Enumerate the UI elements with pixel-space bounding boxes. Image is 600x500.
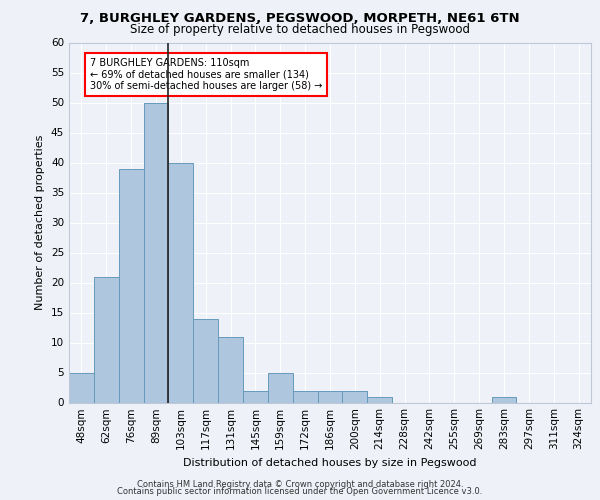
Bar xyxy=(343,390,367,402)
Bar xyxy=(169,162,193,402)
Bar xyxy=(94,276,119,402)
Bar xyxy=(119,168,143,402)
Bar xyxy=(367,396,392,402)
Bar xyxy=(268,372,293,402)
Y-axis label: Number of detached properties: Number of detached properties xyxy=(35,135,46,310)
Bar xyxy=(317,390,343,402)
Bar xyxy=(243,390,268,402)
Text: Contains HM Land Registry data © Crown copyright and database right 2024.: Contains HM Land Registry data © Crown c… xyxy=(137,480,463,489)
Bar xyxy=(491,396,517,402)
Bar xyxy=(218,336,243,402)
Text: 7, BURGHLEY GARDENS, PEGSWOOD, MORPETH, NE61 6TN: 7, BURGHLEY GARDENS, PEGSWOOD, MORPETH, … xyxy=(80,12,520,24)
Text: Size of property relative to detached houses in Pegswood: Size of property relative to detached ho… xyxy=(130,22,470,36)
Text: Contains public sector information licensed under the Open Government Licence v3: Contains public sector information licen… xyxy=(118,487,482,496)
Bar xyxy=(193,318,218,402)
Bar xyxy=(293,390,317,402)
Text: 7 BURGHLEY GARDENS: 110sqm
← 69% of detached houses are smaller (134)
30% of sem: 7 BURGHLEY GARDENS: 110sqm ← 69% of deta… xyxy=(90,58,323,90)
Bar xyxy=(69,372,94,402)
Bar xyxy=(143,102,169,403)
X-axis label: Distribution of detached houses by size in Pegswood: Distribution of detached houses by size … xyxy=(183,458,477,468)
